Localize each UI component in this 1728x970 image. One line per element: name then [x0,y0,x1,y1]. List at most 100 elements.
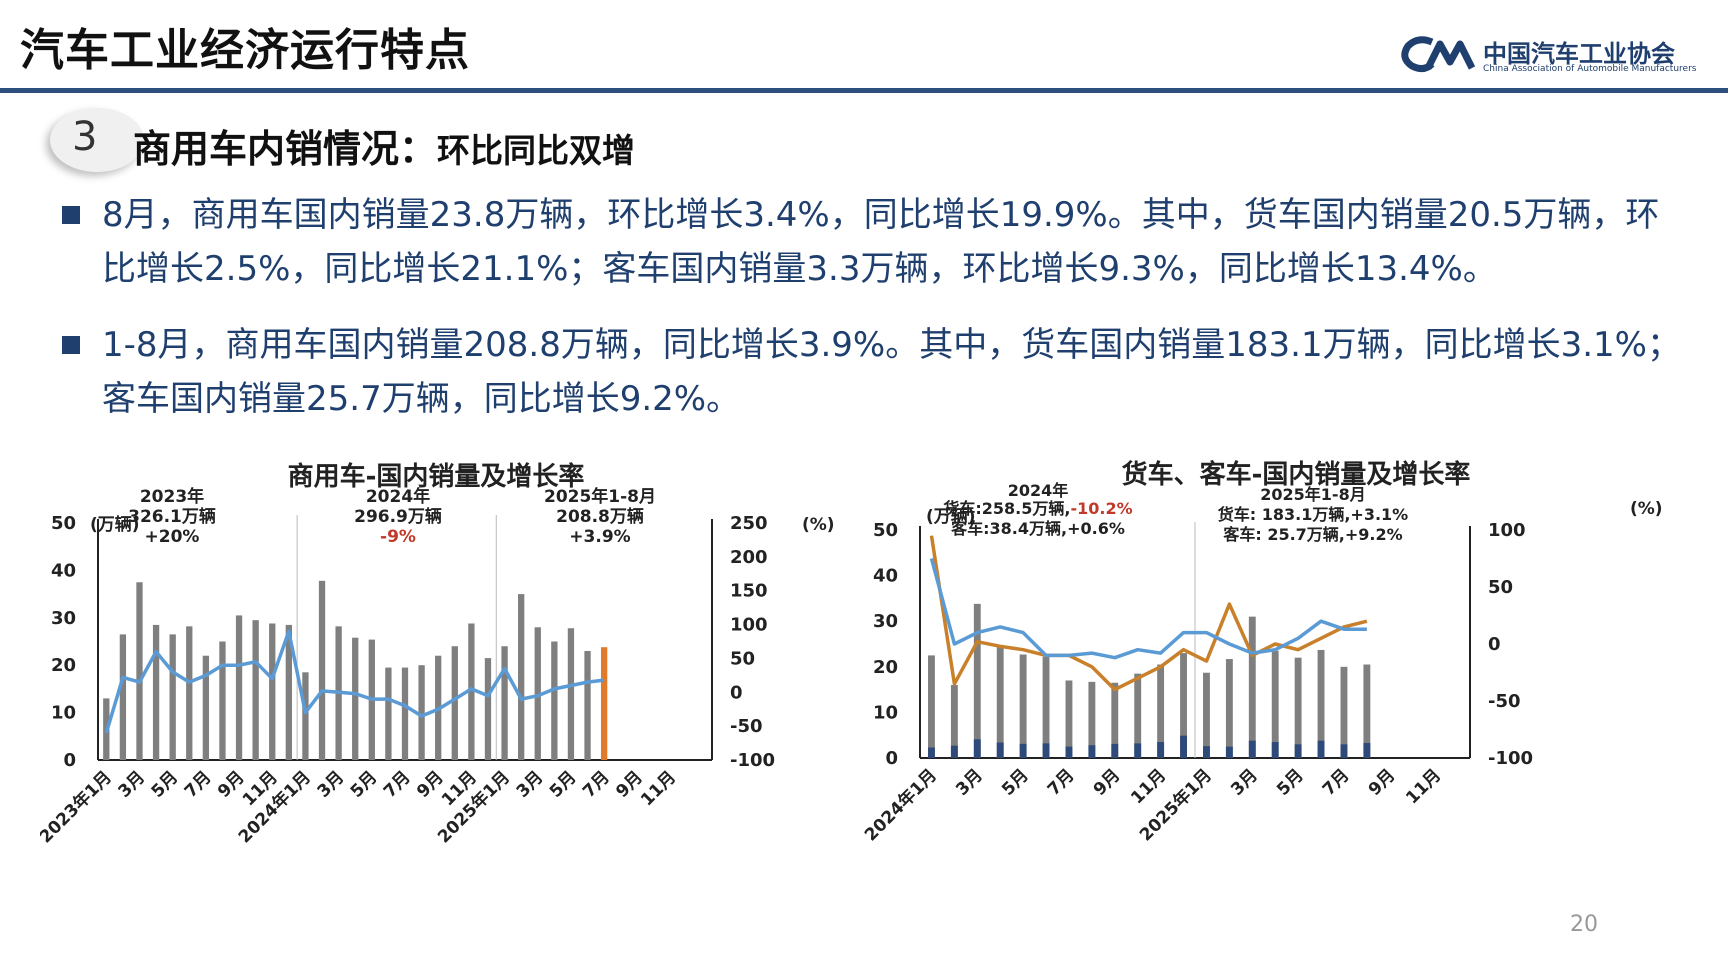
bar [468,623,475,760]
y2-tick-label: 0 [1488,634,1501,655]
chart-title: 货车、客车-国内销量及增长率 [1122,459,1471,490]
bar [1317,649,1325,758]
y2-tick-label: 100 [730,615,768,636]
chart-commercial-vehicles: 商用车-国内销量及增长率 (万辆) (%) 0 10 20 30 40 50 -100 -50… [40,461,835,847]
bar [1111,743,1119,758]
annotation-line: 326.1万辆 [128,506,216,527]
bullet-square-icon [62,206,80,224]
x-tick-label: 7月 [1319,765,1354,800]
x-tick-label: 5月 [1273,765,1308,800]
bar [551,641,558,760]
line-series [929,558,1367,660]
y-tick-label: 30 [51,608,76,629]
x-tick-label: 7月 [1044,765,1079,800]
chart-title: 商用车-国内销量及增长率 [288,461,585,492]
x-tick-label: 11月 [1402,765,1445,808]
y-tick-label: 50 [51,513,76,534]
bar [973,739,981,758]
y-axis-label: (万辆) [926,506,976,527]
x-tick-label: 3月 [952,765,987,800]
y2-tick-label: -100 [730,750,775,771]
bar [401,667,409,760]
bar [152,624,160,760]
bar [1042,743,1050,758]
bar [1294,744,1302,758]
bar [996,644,1004,758]
x-tick-label: 11月 [637,767,680,810]
y-tick-label: 10 [51,703,76,724]
x-tick-label: 5月 [347,767,382,802]
annotation-line: 客车: 25.7万辆,+9.2% [1223,525,1402,544]
chart-trucks-buses: 货车、客车-国内销量及增长率 (万辆) (%) 0 10 20 30 40 50 -100 -… [860,459,1663,845]
annotation-line: 2025年1-8月 [1260,485,1365,504]
bar [600,647,608,760]
x-tick-label: 7月 [181,767,216,802]
annotation-negative-value: -10.2% [1070,499,1132,518]
bar [1180,653,1187,758]
header-divider [0,88,1728,93]
x-tick-label: 3月 [513,767,548,802]
section-number: 3 [72,114,98,160]
y-tick-label: 40 [51,560,76,581]
y2-tick-label: 50 [1488,577,1513,598]
bullet-text: 1-8月，商用车国内销量208.8万辆，同比增长3.9%。其中，货车国内销量18… [102,325,1681,419]
bullet-text: 8月，商用车国内销量23.8万辆，环比增长3.4%，同比增长19.9%。其中，货… [102,195,1660,289]
y2-tick-label: 100 [1488,520,1526,541]
y2-tick-label: -50 [1488,691,1521,712]
x-tick-label: 9月 [1090,765,1125,800]
annotation-line: 208.8万辆 [556,506,644,527]
bar [119,634,127,760]
annotation-line: 296.9万辆 [354,506,442,527]
x-tick-label: 3月 [1227,765,1262,800]
annotation-line: -9% [380,527,416,547]
y-tick-label: 0 [63,750,76,771]
bar [235,615,243,760]
bar [1225,746,1233,758]
bar [973,603,981,758]
bar [1042,656,1050,758]
y2-axis-label: (%) [1630,499,1663,519]
bar [1157,664,1165,758]
bar [1340,666,1348,758]
y2-axis-label: (%) [802,515,835,535]
caam-logo-icon [1401,36,1476,73]
y-tick-label: 10 [873,702,898,723]
bar [928,747,935,758]
bar [1271,742,1279,758]
bar [252,620,259,760]
x-tick-label: 3月 [314,767,349,802]
bar [1317,740,1325,758]
bar [928,655,935,758]
bar [169,634,176,760]
y-tick-label: 20 [873,657,898,678]
y2-tick-label: 50 [730,648,755,669]
annotation-line: 2025年1-8月 [544,486,656,507]
bar [567,628,575,760]
logo-subtitle: China Association of Automobile Manufact… [1483,64,1697,74]
bar [1088,745,1096,758]
bar [318,580,326,760]
bar [1134,743,1142,758]
bar [1271,650,1279,758]
bar [1180,735,1187,758]
bar [1248,740,1256,758]
bar [1134,673,1142,758]
y-tick-label: 30 [873,611,898,632]
annotation-line: 货车: 183.1万辆,+3.1% [1218,505,1408,524]
y-tick-label: 0 [885,748,898,769]
bar [451,646,458,760]
bar [584,650,591,760]
bullet-square-icon [62,336,80,354]
bar [269,623,276,760]
bar [352,637,359,760]
y2-tick-label: 150 [730,581,768,602]
y2-tick-label: 200 [730,547,768,568]
annotation-line: 货车:258.5万辆,-10.2% [943,499,1132,518]
bar [518,594,525,760]
y-tick-label: 20 [51,655,76,676]
y-tick-label: 50 [873,520,898,541]
bullet-item: 8月，商用车国内销量23.8万辆，环比增长3.4%，同比增长19.9%。其中，货… [62,188,1682,296]
bar [285,624,292,760]
annotation-part: 货车:258.5万辆, [943,499,1070,518]
bar [1203,746,1210,758]
